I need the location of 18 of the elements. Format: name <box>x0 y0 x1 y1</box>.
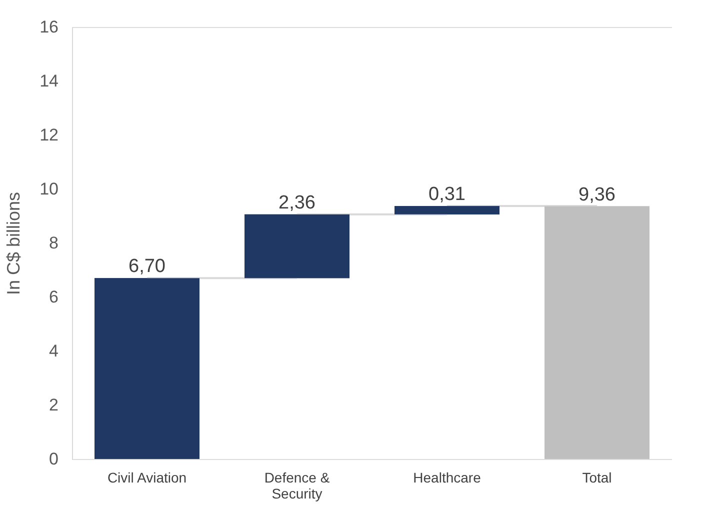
data-label: 6,70 <box>128 256 166 278</box>
x-tick-label: Defence & Security <box>264 470 330 502</box>
y-tick-label: 6 <box>49 288 58 306</box>
x-tick-label: Civil Aviation <box>107 470 187 486</box>
y-tick-label: 16 <box>40 18 58 36</box>
data-label: 0,31 <box>428 184 466 206</box>
y-axis-title: In C$ billions <box>4 192 24 296</box>
x-tick-label: Healthcare <box>413 470 482 486</box>
y-tick-label: 8 <box>49 234 58 252</box>
y-tick-label: 2 <box>49 396 58 414</box>
data-label: 9,36 <box>578 184 616 206</box>
x-tick-label: Total <box>582 470 612 486</box>
data-label: 2,36 <box>278 192 316 214</box>
y-tick-label: 0 <box>49 450 58 468</box>
y-tick-label: 14 <box>40 72 58 90</box>
y-tick-label: 12 <box>40 126 58 144</box>
y-tick-label: 4 <box>49 342 58 360</box>
y-tick-label: 10 <box>40 180 58 198</box>
